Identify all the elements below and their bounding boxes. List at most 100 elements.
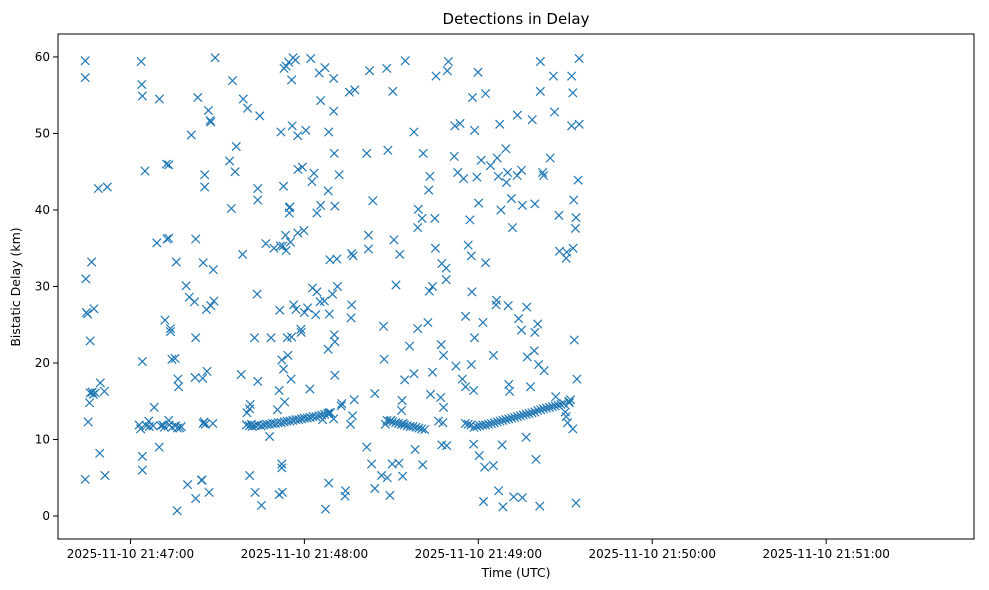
data-point	[137, 465, 147, 475]
x-axis: 2025-11-10 21:47:00 2025-11-10 21:48:00 20…	[67, 539, 890, 561]
data-point	[525, 382, 536, 392]
data-point	[274, 385, 284, 396]
data-point	[134, 420, 144, 430]
data-point	[512, 170, 522, 181]
data-point	[367, 459, 377, 469]
data-point	[536, 405, 546, 415]
data-point	[253, 183, 263, 194]
data-point	[244, 470, 255, 481]
data-point	[541, 403, 552, 413]
data-point	[95, 378, 105, 388]
data-point	[327, 289, 338, 299]
data-point	[517, 200, 528, 211]
data-point	[309, 168, 319, 178]
data-point	[173, 374, 183, 384]
data-point	[414, 423, 424, 433]
data-point	[517, 493, 528, 503]
data-point	[165, 327, 176, 337]
data-point	[314, 411, 324, 421]
data-point	[238, 94, 248, 104]
data-point	[306, 53, 316, 64]
data-point	[283, 350, 293, 360]
data-point	[276, 418, 286, 428]
data-point	[285, 416, 295, 426]
data-point	[347, 300, 357, 310]
data-point	[496, 205, 506, 215]
data-point	[291, 304, 301, 315]
data-point	[317, 410, 327, 420]
data-point	[569, 335, 579, 345]
data-point	[512, 411, 523, 422]
data-point	[569, 195, 579, 205]
data-point	[513, 314, 524, 324]
data-point	[340, 486, 351, 496]
data-point	[553, 400, 563, 410]
data-point	[272, 405, 283, 415]
data-point	[164, 160, 174, 170]
data-point	[527, 408, 537, 418]
data-point	[323, 186, 333, 196]
data-point	[330, 201, 340, 211]
data-point	[451, 361, 461, 371]
data-point	[99, 386, 110, 396]
data-point	[562, 247, 572, 257]
data-point	[493, 486, 504, 496]
data-point	[203, 105, 214, 116]
data-point	[413, 204, 423, 214]
data-point	[495, 119, 505, 129]
data-point	[497, 440, 507, 450]
data-point	[396, 405, 407, 416]
data-point	[530, 407, 540, 417]
data-point	[518, 410, 528, 420]
data-point	[278, 364, 289, 374]
data-point	[154, 94, 165, 104]
y-tick-label: 40	[35, 203, 50, 217]
data-point	[488, 350, 499, 360]
data-point	[436, 392, 446, 403]
data-point	[516, 325, 527, 335]
data-point	[242, 103, 253, 113]
data-point	[568, 424, 578, 434]
data-point	[559, 398, 569, 409]
data-point	[154, 442, 164, 452]
data-point	[311, 411, 321, 422]
data-point	[324, 408, 334, 418]
data-point	[488, 460, 499, 471]
data-point	[256, 421, 266, 431]
data-point	[175, 423, 185, 433]
data-point	[533, 319, 543, 329]
data-point	[224, 156, 235, 166]
data-point	[400, 375, 410, 385]
data-point	[501, 177, 512, 188]
data-point	[206, 301, 216, 311]
data-point	[275, 305, 285, 315]
data-point	[486, 418, 496, 429]
data-point	[425, 171, 435, 181]
data-point	[136, 56, 146, 67]
data-point	[349, 395, 359, 405]
data-point	[312, 208, 322, 218]
data-point	[296, 324, 306, 334]
y-axis-label: Bistatic Delay (km)	[8, 227, 23, 346]
data-point	[307, 177, 317, 187]
data-point	[137, 451, 147, 461]
data-point	[330, 336, 340, 347]
y-tick-label: 60	[35, 50, 50, 64]
data-point	[299, 307, 310, 318]
data-point	[172, 506, 182, 516]
data-point	[323, 344, 333, 354]
data-point	[567, 71, 577, 81]
data-point	[264, 431, 275, 442]
data-point	[165, 323, 176, 334]
data-point	[290, 55, 301, 65]
data-point	[140, 166, 150, 176]
data-point	[289, 300, 299, 310]
data-point	[561, 411, 571, 422]
data-point	[544, 402, 554, 413]
data-point	[182, 480, 193, 490]
data-point	[548, 71, 559, 81]
data-point	[199, 417, 209, 427]
data-point	[159, 422, 170, 432]
data-point	[394, 458, 404, 468]
data-point	[483, 419, 494, 429]
